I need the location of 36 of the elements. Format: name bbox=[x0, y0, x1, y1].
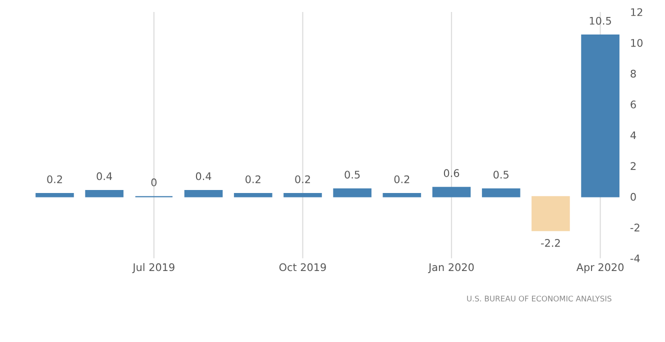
bar bbox=[333, 188, 372, 198]
data-label: 0.2 bbox=[295, 175, 310, 184]
bar bbox=[36, 193, 74, 198]
data-label: 0 bbox=[151, 178, 157, 186]
data-label: 10.5 bbox=[590, 16, 611, 25]
bar bbox=[581, 34, 620, 198]
y-tick-label: 12 bbox=[631, 8, 642, 16]
data-label: 0.5 bbox=[494, 170, 508, 179]
bar bbox=[482, 188, 520, 198]
y-tick-label: 2 bbox=[630, 162, 636, 170]
y-tick-label: -4 bbox=[630, 254, 640, 262]
bar bbox=[284, 193, 322, 198]
bar bbox=[234, 193, 272, 198]
bar bbox=[432, 186, 471, 198]
x-tick-label: Jul 2019 bbox=[132, 263, 174, 274]
y-tick-label: 4 bbox=[630, 131, 636, 140]
data-label: -2.2 bbox=[541, 239, 560, 247]
data-label: 0.2 bbox=[394, 175, 410, 184]
y-tick-label: 8 bbox=[630, 70, 636, 78]
x-tick-label: Apr 2020 bbox=[576, 263, 624, 274]
y-tick-label: -2 bbox=[630, 224, 640, 232]
bar bbox=[532, 196, 570, 232]
bar bbox=[382, 193, 422, 198]
bar bbox=[184, 190, 223, 198]
data-label: 0.6 bbox=[444, 169, 460, 178]
x-tick-label: Jan 2020 bbox=[428, 263, 474, 274]
data-label: 0.2 bbox=[47, 175, 62, 184]
bar bbox=[85, 190, 124, 198]
data-label: 0.2 bbox=[246, 175, 260, 184]
data-label: 0.4 bbox=[96, 172, 112, 180]
y-tick-label: 0 bbox=[630, 192, 636, 201]
y-tick-label: 6 bbox=[630, 100, 636, 108]
data-label: 0.4 bbox=[196, 172, 212, 180]
x-tick-label: Oct 2019 bbox=[279, 263, 326, 272]
y-tick-label: 10 bbox=[631, 38, 643, 47]
data-label: 0.5 bbox=[344, 170, 360, 179]
